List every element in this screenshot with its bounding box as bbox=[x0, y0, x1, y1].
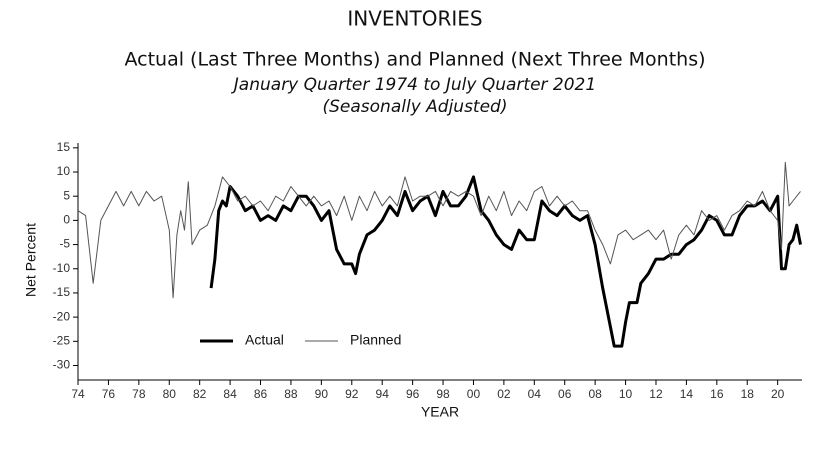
y-tick-label: -15 bbox=[53, 285, 71, 299]
x-tick-label: 80 bbox=[163, 387, 177, 401]
y-tick-label: -25 bbox=[53, 333, 71, 347]
y-tick-label: -20 bbox=[53, 309, 71, 323]
x-tick-label: 78 bbox=[132, 387, 146, 401]
legend-label: Actual bbox=[245, 332, 284, 348]
x-tick-label: 10 bbox=[619, 387, 633, 401]
x-tick-label: 18 bbox=[741, 387, 755, 401]
x-tick-label: 14 bbox=[680, 387, 694, 401]
x-tick-label: 82 bbox=[193, 387, 207, 401]
x-tick-label: 86 bbox=[254, 387, 268, 401]
x-tick-label: 74 bbox=[71, 387, 85, 401]
line-series bbox=[209, 175, 802, 348]
chart-title: INVENTORIES bbox=[347, 7, 482, 31]
line-series bbox=[77, 161, 801, 299]
y-tick-label: 15 bbox=[57, 140, 71, 154]
x-axis-label: YEAR bbox=[421, 404, 459, 420]
x-tick-label: 76 bbox=[102, 387, 116, 401]
x-tick-label: 84 bbox=[223, 387, 237, 401]
x-tick-label: 02 bbox=[497, 387, 511, 401]
x-tick-label: 90 bbox=[315, 387, 329, 401]
x-tick-label: 98 bbox=[436, 387, 450, 401]
y-tick-label: -5 bbox=[59, 237, 70, 251]
x-tick-label: 20 bbox=[771, 387, 785, 401]
x-tick-label: 16 bbox=[710, 387, 724, 401]
y-tick-label: -10 bbox=[53, 261, 71, 275]
chart-subtitle: (Seasonally Adjusted) bbox=[323, 97, 508, 117]
y-tick-label: -30 bbox=[53, 358, 71, 372]
x-tick-label: 12 bbox=[649, 387, 663, 401]
chart-subtitle: January Quarter 1974 to July Quarter 202… bbox=[231, 75, 596, 95]
x-tick-label: 88 bbox=[284, 387, 298, 401]
x-tick-label: 08 bbox=[588, 387, 602, 401]
y-tick-label: 5 bbox=[63, 188, 70, 202]
x-tick-label: 92 bbox=[345, 387, 359, 401]
y-tick-label: 0 bbox=[63, 213, 70, 227]
x-tick-label: 94 bbox=[376, 387, 390, 401]
y-tick-label: 10 bbox=[57, 164, 71, 178]
y-axis-label: Net Percent bbox=[23, 223, 39, 297]
legend-label: Planned bbox=[350, 332, 401, 348]
chart-subtitle: Actual (Last Three Months) and Planned (… bbox=[124, 49, 705, 71]
x-tick-label: 00 bbox=[467, 387, 481, 401]
x-tick-label: 06 bbox=[558, 387, 572, 401]
x-tick-label: 96 bbox=[406, 387, 420, 401]
x-tick-label: 04 bbox=[528, 387, 542, 401]
